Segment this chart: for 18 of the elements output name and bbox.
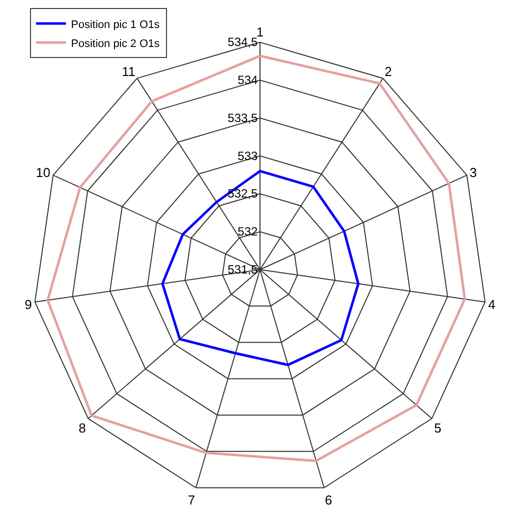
- spoke-label: 7: [188, 492, 196, 508]
- spoke-label: 10: [36, 164, 50, 180]
- legend-label: Position pic 1 O1s: [71, 18, 160, 31]
- spoke-label: 11: [122, 64, 136, 79]
- spoke-label: 9: [24, 296, 32, 312]
- spoke-label: 8: [78, 420, 86, 436]
- spoke-label: 4: [488, 296, 496, 312]
- spoke-label: 1: [256, 24, 264, 40]
- spoke-label: 5: [434, 420, 442, 436]
- y-tick-label: 534,5: [228, 35, 258, 50]
- spoke-label: 2: [384, 64, 392, 79]
- y-tick-label: 532: [238, 224, 258, 239]
- y-tick-label: 533,5: [228, 110, 258, 125]
- legend-label: Position pic 2 O1s: [71, 38, 160, 50]
- y-tick-label: 533: [238, 148, 258, 163]
- y-tick-label: 534: [238, 73, 258, 88]
- spoke-label: 6: [324, 492, 332, 508]
- spoke-label: 3: [470, 164, 477, 180]
